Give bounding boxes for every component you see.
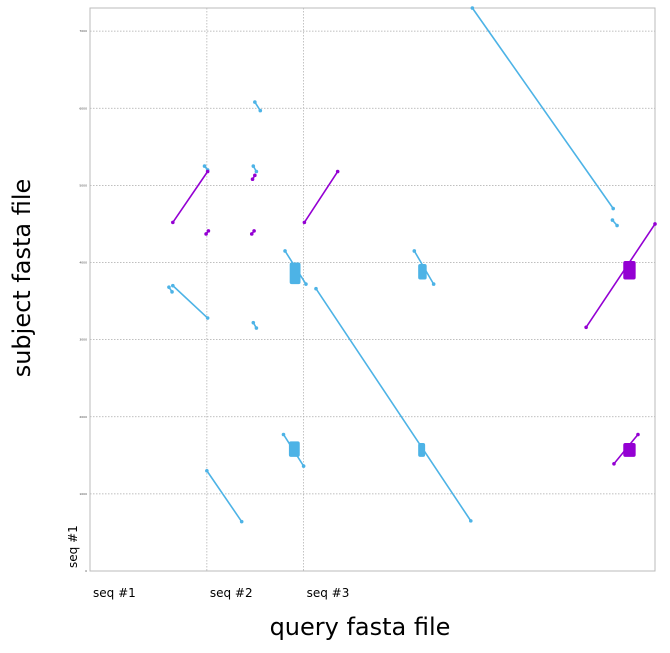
alignment-start-point — [167, 285, 171, 289]
alignment-start-point — [250, 177, 255, 182]
y-tick-label: 0 — [85, 569, 87, 573]
alignment-end-point — [254, 326, 259, 330]
alignment-end-point — [206, 229, 211, 233]
alignment-end-point — [205, 316, 210, 320]
y-tick-label: 5000 — [79, 183, 87, 187]
y-tick-label: 4000 — [79, 261, 87, 265]
alignment-start-point — [610, 218, 615, 222]
query-sequence-label: seq #2 — [210, 586, 253, 600]
alignment-end-point — [611, 206, 616, 211]
y-tick-label: 7000 — [79, 29, 87, 33]
alignment-start-point — [251, 164, 256, 168]
alignment-start-point — [171, 283, 175, 288]
forward-alignment-line — [315, 287, 472, 522]
x-axis-title: query fasta file — [270, 613, 451, 641]
forward-repeat-block — [288, 441, 300, 457]
alignment-start-point — [612, 461, 616, 466]
y-tick-label: 1000 — [79, 492, 87, 496]
alignment-start-point — [171, 220, 175, 225]
alignment-end-point — [335, 169, 340, 174]
alignment-end-point — [205, 169, 210, 174]
alignment-start-point — [314, 286, 318, 291]
reverse-alignment-line — [303, 170, 339, 224]
alignment-start-point — [412, 249, 417, 253]
forward-repeat-block — [418, 264, 427, 280]
y-tick-label: 2000 — [79, 415, 87, 419]
reverse-alignment-line — [172, 170, 209, 224]
alignment-start-point — [202, 164, 207, 168]
y-tick-label: 3000 — [79, 338, 87, 342]
query-sequence-label: seq #1 — [93, 586, 136, 600]
alignment-start-point — [302, 220, 307, 225]
forward-alignment-line — [206, 469, 243, 523]
query-sequence-label: seq #3 — [307, 586, 350, 600]
alignment-end-point — [258, 108, 263, 113]
alignment-start-point — [470, 6, 475, 10]
alignment-end-point — [254, 169, 259, 174]
alignment-start-point — [204, 232, 208, 236]
alignment-end-point — [253, 173, 257, 178]
alignment-end-point — [301, 464, 306, 468]
reverse-alignment-line — [585, 223, 656, 329]
alignment-start-point — [283, 249, 287, 253]
alignment-end-point — [636, 432, 640, 437]
alignment-start-point — [584, 325, 588, 330]
reverse-repeat-block — [623, 260, 636, 280]
alignment-start-point — [281, 432, 286, 437]
forward-repeat-block — [418, 442, 426, 457]
alignment-end-point — [304, 282, 308, 286]
y-tick-labels: 0 1000 2000 3000 4000 5000 6000 7000 — [79, 29, 87, 573]
alignment-end-point — [431, 282, 436, 286]
alignment-end-point — [615, 223, 619, 228]
alignment-end-point — [252, 229, 256, 233]
alignment-start-point — [205, 468, 209, 473]
forward-repeat-block — [289, 262, 301, 285]
y-axis-title: subject fasta file — [8, 179, 36, 378]
alignment-end-point — [170, 290, 174, 294]
alignment-end-point — [468, 519, 473, 523]
alignment-marks — [167, 6, 657, 524]
reverse-repeat-block — [623, 442, 636, 457]
forward-alignment-line — [471, 7, 615, 210]
alignment-end-point — [239, 519, 244, 524]
alignment-start-point — [251, 320, 256, 325]
y-tick-label: 6000 — [79, 106, 87, 110]
alignment-end-point — [653, 222, 657, 226]
alignment-start-point — [249, 232, 254, 236]
subject-sequence-label: seq #1 — [66, 525, 80, 568]
plot-frame — [89, 7, 656, 572]
sequence-labels: seq #1 seq #2 seq #3 seq #1 — [66, 525, 349, 600]
forward-alignment-line — [172, 284, 209, 319]
alignment-start-point — [253, 100, 257, 104]
gridlines — [90, 8, 655, 571]
